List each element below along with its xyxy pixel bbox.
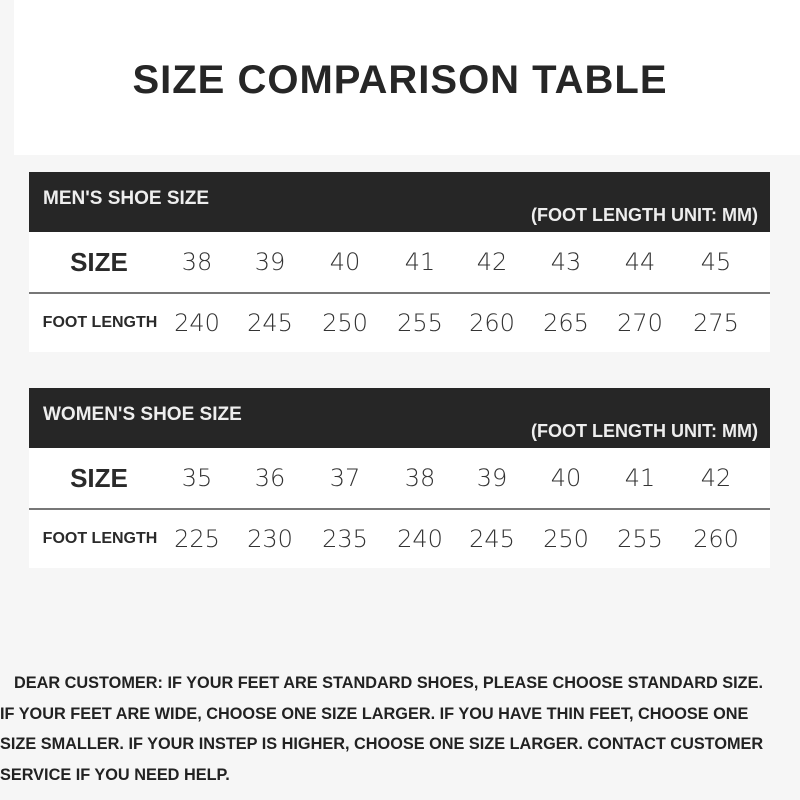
size-row: SIZE 38 39 40 41 42 43 44 45 (29, 232, 770, 294)
length-cell: 250 (322, 309, 368, 337)
size-cell: 42 (476, 248, 508, 276)
size-cell: 40 (550, 464, 582, 492)
length-cell: 225 (174, 525, 220, 553)
size-cell: 45 (700, 248, 732, 276)
customer-notice: DEAR CUSTOMER: IF YOUR FEET ARE STANDARD… (0, 668, 800, 790)
title-area (14, 0, 800, 155)
size-cell: 36 (254, 464, 286, 492)
length-cell: 235 (322, 525, 368, 553)
table-header: WOMEN'S SHOE SIZE (FOOT LENGTH UNIT: MM) (29, 388, 770, 448)
unit-note: (FOOT LENGTH UNIT: MM) (531, 421, 758, 441)
length-cell: 240 (397, 525, 443, 553)
length-cell: 260 (693, 525, 739, 553)
foot-length-label: FOOT LENGTH (42, 314, 158, 331)
length-cell: 255 (617, 525, 663, 553)
foot-length-label: FOOT LENGTH (42, 530, 158, 547)
size-cell: 40 (329, 248, 361, 276)
page-title: SIZE COMPARISON TABLE (132, 58, 668, 102)
length-cell: 275 (693, 309, 739, 337)
table-name: WOMEN'S SHOE SIZE (43, 404, 242, 425)
notice-line: IF YOUR FEET ARE WIDE, CHOOSE ONE SIZE L… (0, 704, 749, 723)
length-cell: 245 (469, 525, 515, 553)
size-cell: 41 (404, 248, 436, 276)
size-cell: 39 (254, 248, 286, 276)
size-cell: 44 (624, 248, 656, 276)
size-cell: 35 (181, 464, 213, 492)
length-cell: 270 (617, 309, 663, 337)
size-cell: 38 (181, 248, 213, 276)
size-cell: 37 (329, 464, 361, 492)
table-name: MEN'S SHOE SIZE (43, 188, 210, 209)
size-cell: 41 (624, 464, 656, 492)
length-cell: 240 (174, 309, 220, 337)
size-cell: 39 (476, 464, 508, 492)
length-cell: 230 (247, 525, 293, 553)
unit-note: (FOOT LENGTH UNIT: MM) (531, 205, 758, 225)
length-cell: 255 (397, 309, 443, 337)
size-cell: 43 (550, 248, 582, 276)
foot-length-row: FOOT LENGTH 240 245 250 255 260 265 270 275 (29, 294, 770, 352)
length-cell: 260 (469, 309, 515, 337)
foot-length-row: FOOT LENGTH 225 230 235 240 245 250 255 260 (29, 510, 770, 568)
notice-line: DEAR CUSTOMER: IF YOUR FEET ARE STANDARD… (14, 674, 763, 692)
table-header: MEN'S SHOE SIZE (FOOT LENGTH UNIT: MM) (29, 172, 770, 232)
length-cell: 245 (247, 309, 293, 337)
notice-line: SERVICE IF YOU NEED HELP. (0, 765, 230, 784)
size-label: SIZE (70, 462, 128, 493)
length-cell: 265 (543, 309, 589, 337)
size-label: SIZE (70, 246, 128, 277)
length-cell: 250 (543, 525, 589, 553)
notice-line: SIZE SMALLER. IF YOUR INSTEP IS HIGHER, … (0, 735, 764, 753)
size-cell: 42 (700, 464, 732, 492)
size-row: SIZE 35 36 37 38 39 40 41 42 (29, 448, 770, 510)
size-cell: 38 (404, 464, 436, 492)
